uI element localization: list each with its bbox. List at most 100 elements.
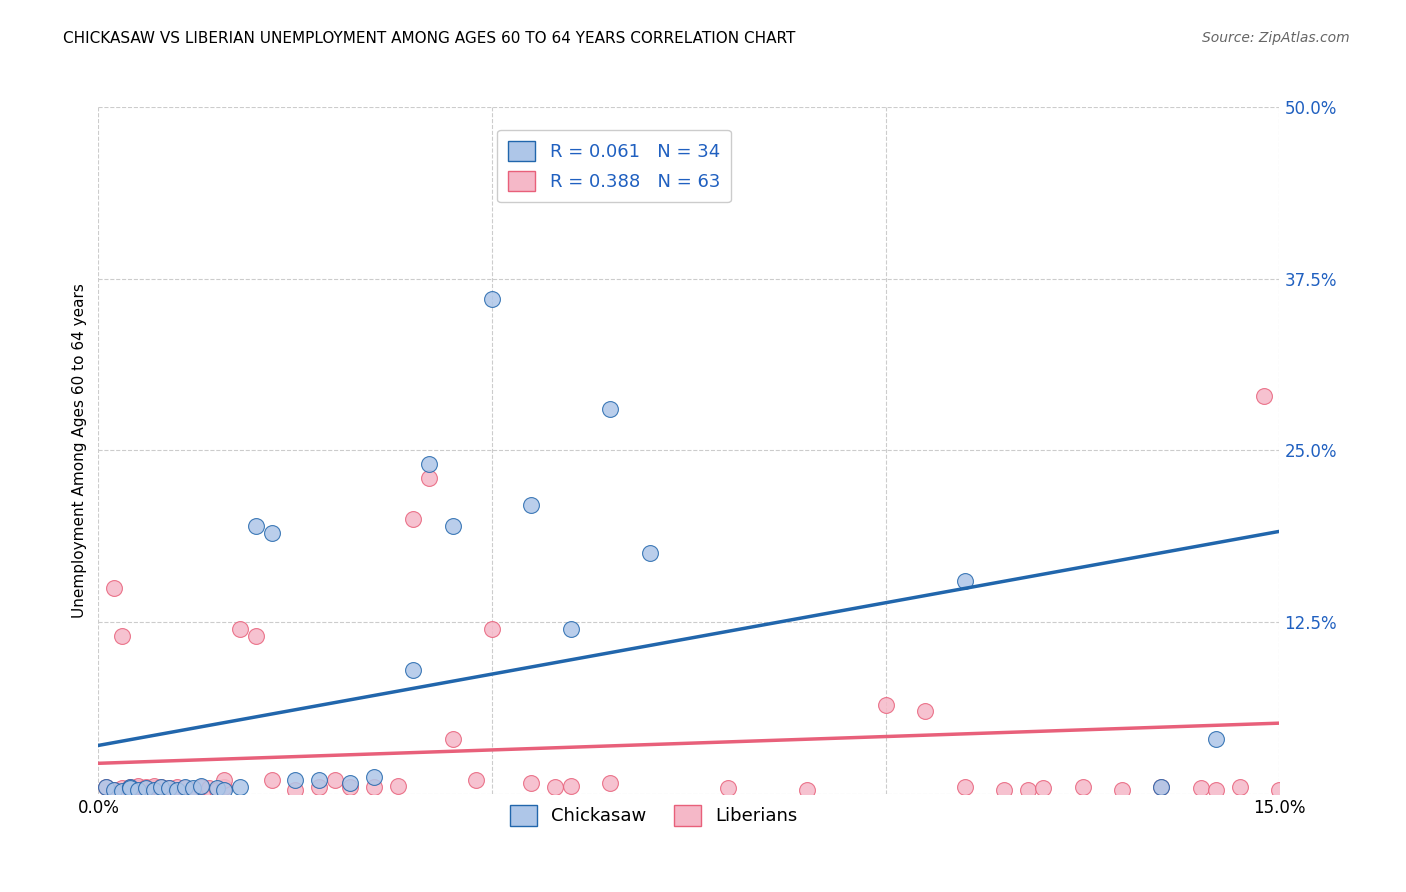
Point	[599, 776, 621, 790]
Point	[157, 781, 180, 796]
Point	[418, 471, 440, 485]
Point	[135, 780, 157, 794]
Point	[214, 782, 236, 797]
Point	[1229, 780, 1251, 794]
Point	[387, 779, 409, 793]
Point	[1150, 780, 1173, 794]
Point	[157, 781, 180, 796]
Point	[465, 773, 488, 788]
Point	[402, 512, 425, 526]
Point	[560, 622, 582, 636]
Point	[260, 773, 283, 788]
Point	[214, 773, 236, 788]
Point	[441, 519, 464, 533]
Point	[260, 525, 283, 540]
Point	[953, 574, 976, 588]
Point	[127, 782, 149, 797]
Point	[174, 780, 197, 794]
Point	[118, 780, 141, 794]
Point	[1331, 567, 1354, 582]
Point	[544, 780, 567, 794]
Text: Source: ZipAtlas.com: Source: ZipAtlas.com	[1202, 31, 1350, 45]
Point	[402, 663, 425, 677]
Point	[993, 782, 1015, 797]
Point	[363, 771, 385, 785]
Point	[181, 781, 204, 796]
Point	[111, 629, 134, 643]
Point	[127, 781, 149, 796]
Point	[339, 780, 361, 794]
Point	[103, 581, 125, 595]
Point	[103, 782, 125, 797]
Legend: Chickasaw, Liberians: Chickasaw, Liberians	[502, 797, 804, 833]
Point	[150, 780, 173, 794]
Point	[1253, 388, 1275, 402]
Point	[111, 784, 134, 798]
Point	[197, 781, 219, 796]
Point	[127, 779, 149, 793]
Point	[418, 457, 440, 471]
Point	[1189, 781, 1212, 796]
Point	[214, 780, 236, 794]
Point	[796, 782, 818, 797]
Point	[953, 780, 976, 794]
Point	[166, 782, 188, 797]
Point	[323, 773, 346, 788]
Point	[1268, 782, 1291, 797]
Point	[190, 780, 212, 794]
Point	[1284, 780, 1306, 794]
Point	[118, 782, 141, 797]
Point	[245, 519, 267, 533]
Point	[245, 629, 267, 643]
Point	[1032, 781, 1054, 796]
Point	[441, 731, 464, 746]
Point	[481, 293, 503, 307]
Point	[142, 782, 165, 797]
Point	[339, 776, 361, 790]
Point	[520, 499, 543, 513]
Point	[190, 779, 212, 793]
Point	[875, 698, 897, 712]
Point	[111, 781, 134, 796]
Point	[1205, 782, 1227, 797]
Y-axis label: Unemployment Among Ages 60 to 64 years: Unemployment Among Ages 60 to 64 years	[72, 283, 87, 618]
Point	[1150, 780, 1173, 794]
Point	[914, 705, 936, 719]
Point	[1017, 782, 1039, 797]
Point	[181, 782, 204, 797]
Point	[481, 622, 503, 636]
Point	[96, 780, 118, 794]
Point	[135, 782, 157, 797]
Point	[363, 780, 385, 794]
Point	[1308, 782, 1330, 797]
Point	[560, 779, 582, 793]
Point	[308, 773, 330, 788]
Point	[284, 782, 307, 797]
Point	[166, 782, 188, 797]
Point	[1071, 780, 1094, 794]
Point	[229, 622, 252, 636]
Point	[150, 782, 173, 797]
Point	[308, 780, 330, 794]
Text: CHICKASAW VS LIBERIAN UNEMPLOYMENT AMONG AGES 60 TO 64 YEARS CORRELATION CHART: CHICKASAW VS LIBERIAN UNEMPLOYMENT AMONG…	[63, 31, 796, 46]
Point	[174, 781, 197, 796]
Point	[142, 781, 165, 796]
Point	[205, 781, 228, 796]
Point	[1323, 546, 1346, 561]
Point	[1111, 782, 1133, 797]
Point	[166, 780, 188, 794]
Point	[229, 780, 252, 794]
Point	[284, 773, 307, 788]
Point	[638, 546, 661, 561]
Point	[118, 780, 141, 794]
Point	[520, 776, 543, 790]
Point	[142, 779, 165, 793]
Point	[1205, 731, 1227, 746]
Point	[599, 402, 621, 417]
Point	[96, 780, 118, 794]
Point	[205, 782, 228, 797]
Point	[135, 781, 157, 796]
Point	[150, 780, 173, 794]
Point	[118, 781, 141, 796]
Point	[103, 782, 125, 797]
